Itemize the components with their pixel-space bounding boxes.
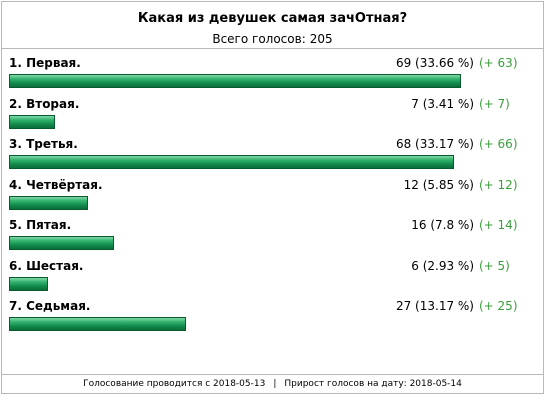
option-label: 4. Четвёртая.: [9, 177, 103, 192]
option-vote-growth: (+ 25): [479, 299, 518, 313]
total-votes-label: Всего голосов:: [212, 32, 306, 46]
total-votes-count: 205: [309, 32, 333, 46]
option-label: 6. Шестая.: [9, 258, 84, 273]
option-vote-growth: (+ 7): [479, 96, 510, 111]
footer-separator: |: [273, 379, 277, 389]
poll-growth-date: Прирост голосов на дату: 2018-05-14: [284, 379, 462, 389]
option-vote-bar: [9, 114, 55, 129]
option-label: 3. Третья.: [9, 137, 78, 151]
option-label: 2. Вторая.: [9, 96, 80, 111]
option-votes: 6 (2.93 %): [411, 258, 474, 273]
poll-option-row: 6. Шестая. 6 (2.93 %) (+ 5): [2, 233, 543, 291]
option-label: 5. Пятая.: [9, 218, 72, 232]
poll-widget: Какая из девушек самая зачОтная? Всего г…: [1, 1, 544, 394]
poll-option-row: 4. Четвёртая. 12 (5.85 %) (+ 12): [2, 152, 543, 210]
option-votes: 68 (33.17 %): [395, 137, 474, 151]
option-vote-growth: (+ 63): [479, 56, 518, 70]
option-vote-growth: (+ 12): [479, 177, 518, 192]
poll-start-date: Голосование проводится с 2018-05-13: [83, 379, 266, 389]
option-vote-bar: [9, 317, 186, 331]
option-vote-bar: [9, 155, 454, 169]
poll-option-row: 2. Вторая. 7 (3.41 %) (+ 7): [2, 71, 543, 129]
option-vote-bar: [9, 195, 88, 210]
option-vote-growth: (+ 5): [479, 258, 510, 273]
option-vote-growth: (+ 66): [479, 137, 518, 151]
poll-option-row: 7. Седьмая. 27 (13.17 %) (+ 25): [2, 273, 543, 331]
poll-footer: Голосование проводится с 2018-05-13 | Прир…: [2, 374, 543, 393]
option-vote-bar: [9, 74, 461, 88]
option-votes: 12 (5.85 %): [403, 177, 474, 192]
total-votes: Всего голосов: 205: [2, 32, 543, 46]
option-votes: 69 (33.66 %): [395, 56, 474, 70]
poll-option-row: 3. Третья. 68 (33.17 %) (+ 66): [2, 111, 543, 169]
option-label: 7. Седьмая.: [9, 299, 91, 313]
option-label: 1. Первая.: [9, 56, 81, 70]
option-votes: 27 (13.17 %): [395, 299, 474, 313]
option-vote-growth: (+ 14): [479, 218, 518, 232]
poll-header: Какая из девушек самая зачОтная? Всего г…: [2, 2, 543, 49]
option-votes: 16 (7.8 %): [411, 218, 474, 232]
option-votes: 7 (3.41 %): [411, 96, 474, 111]
poll-title: Какая из девушек самая зачОтная?: [137, 11, 408, 26]
poll-option-row: 1. Первая. 69 (33.66 %) (+ 63): [2, 30, 543, 88]
option-vote-bar: [9, 236, 114, 250]
poll-option-row: 5. Пятая. 16 (7.8 %) (+ 14): [2, 192, 543, 250]
option-vote-bar: [9, 276, 48, 291]
